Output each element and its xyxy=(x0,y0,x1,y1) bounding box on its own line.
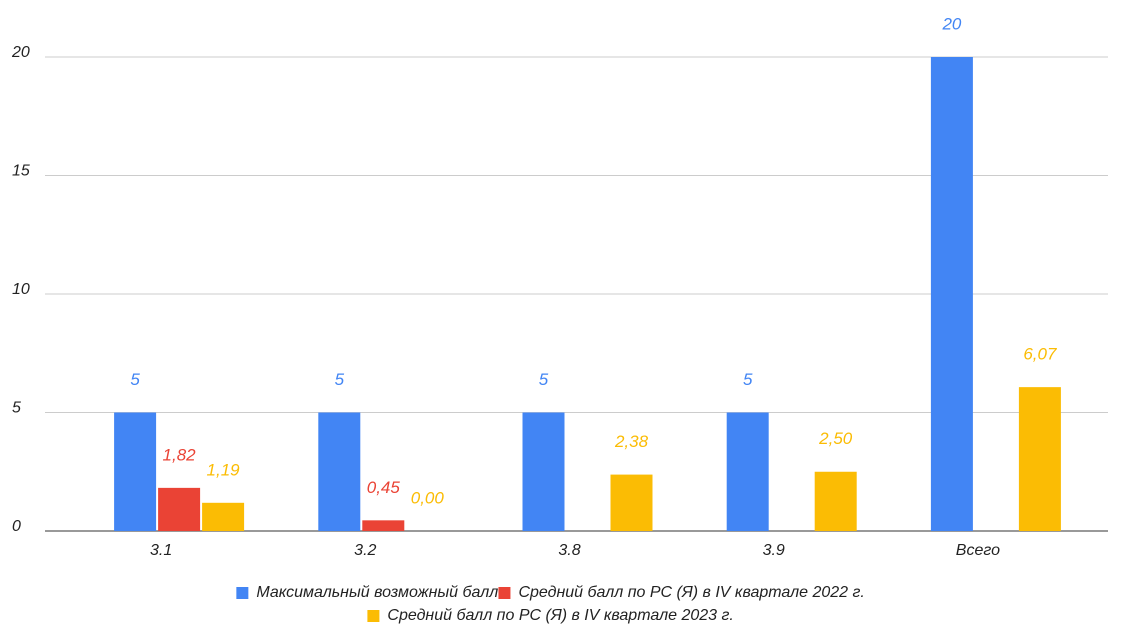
bar xyxy=(114,412,157,531)
data-label: 6,07 xyxy=(1023,345,1057,364)
bar xyxy=(318,412,361,531)
data-label: 20 xyxy=(941,14,961,33)
x-tick-label: 3.8 xyxy=(558,542,580,559)
x-tick-label: 3.2 xyxy=(354,542,376,559)
y-tick-label: 10 xyxy=(12,281,30,298)
data-label: 5 xyxy=(539,370,549,389)
y-tick-label: 15 xyxy=(12,163,30,180)
legend-label: Средний балл по РС (Я) в IV квартале 202… xyxy=(518,584,864,601)
legend-swatch xyxy=(498,587,511,599)
data-label: 0,00 xyxy=(411,488,445,507)
data-label: 2,38 xyxy=(614,432,649,451)
data-label: 1,82 xyxy=(163,445,197,464)
data-label: 5 xyxy=(743,370,753,389)
bar xyxy=(1018,387,1061,531)
data-label: 1,19 xyxy=(207,460,241,479)
y-tick-label: 0 xyxy=(12,518,21,535)
bar xyxy=(814,471,857,531)
bar xyxy=(726,412,769,531)
bar xyxy=(930,57,973,531)
x-tick-label: 3.1 xyxy=(150,542,172,559)
data-label: 5 xyxy=(335,370,345,389)
legend-label: Средний балл по РС (Я) в IV квартале 202… xyxy=(387,607,733,624)
legend-swatch xyxy=(236,587,249,599)
data-label: 0,45 xyxy=(367,478,401,497)
bar xyxy=(362,520,405,531)
legend-swatch xyxy=(367,610,380,622)
bar xyxy=(522,412,565,531)
legend-label: Максимальный возможный балл xyxy=(256,584,498,601)
x-tick-label: Всего xyxy=(956,542,1000,559)
data-label: 2,50 xyxy=(818,429,853,448)
bar xyxy=(158,487,201,531)
y-tick-label: 20 xyxy=(11,44,30,61)
data-label: 5 xyxy=(130,370,140,389)
bar xyxy=(202,502,245,531)
y-tick-label: 5 xyxy=(12,400,21,417)
bar xyxy=(610,474,653,531)
x-tick-label: 3.9 xyxy=(763,542,785,559)
